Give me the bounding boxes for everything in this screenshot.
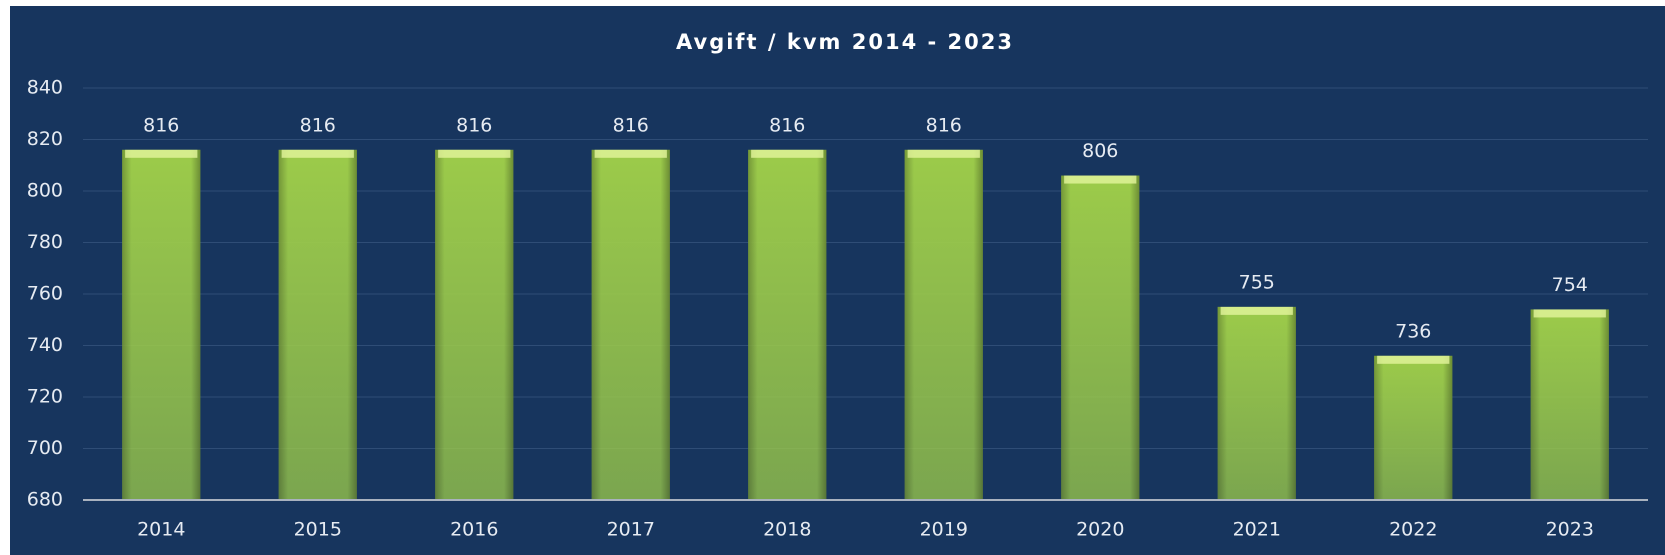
bar-bevel	[751, 149, 824, 158]
data-label: 816	[300, 114, 336, 136]
bar-bevel	[594, 149, 667, 158]
data-label: 816	[926, 114, 962, 136]
data-label: 736	[1395, 320, 1431, 342]
x-tick-label: 2023	[1546, 519, 1594, 541]
x-tick-label: 2014	[137, 519, 185, 541]
bar-bevel	[1377, 355, 1450, 364]
y-tick-label: 800	[27, 180, 63, 202]
data-label: 755	[1239, 271, 1275, 293]
bar-shade	[591, 149, 670, 501]
bar-bevel	[438, 149, 511, 158]
data-label: 806	[1082, 140, 1118, 162]
y-tick-label: 740	[27, 334, 63, 356]
bar-bevel	[1220, 306, 1293, 315]
data-label: 754	[1552, 274, 1588, 296]
data-label: 816	[456, 114, 492, 136]
x-tick-label: 2018	[763, 519, 811, 541]
bar-shade	[1530, 309, 1609, 500]
y-tick-label: 720	[27, 386, 63, 408]
y-tick-label: 680	[27, 489, 63, 511]
bar-shade	[435, 149, 514, 501]
bar-shade	[122, 149, 201, 501]
data-label: 816	[143, 114, 179, 136]
y-tick-label: 700	[27, 437, 63, 459]
chart-title: Avgift / kvm 2014 - 2023	[676, 30, 1014, 54]
y-tick-label: 840	[27, 77, 63, 99]
bar-bevel	[1533, 309, 1606, 318]
y-tick-label: 760	[27, 283, 63, 305]
bar-bevel	[281, 149, 354, 158]
x-tick-label: 2017	[607, 519, 655, 541]
bar-bevel	[907, 149, 980, 158]
x-tick-label: 2020	[1076, 519, 1124, 541]
data-label: 816	[769, 114, 805, 136]
x-tick-label: 2015	[294, 519, 342, 541]
y-tick-label: 820	[27, 128, 63, 150]
x-tick-label: 2022	[1389, 519, 1437, 541]
bar-bevel	[1064, 175, 1137, 184]
bar-shade	[1217, 306, 1296, 500]
bar-shade	[1061, 175, 1140, 501]
x-tick-label: 2021	[1233, 519, 1281, 541]
bar-bevel	[125, 149, 198, 158]
y-tick-label: 780	[27, 231, 63, 253]
bar-shade	[1374, 355, 1453, 500]
bar-shade	[904, 149, 983, 501]
x-tick-label: 2019	[920, 519, 968, 541]
bar-shade	[748, 149, 827, 501]
bar-shade	[278, 149, 357, 501]
data-label: 816	[613, 114, 649, 136]
x-tick-label: 2016	[450, 519, 498, 541]
